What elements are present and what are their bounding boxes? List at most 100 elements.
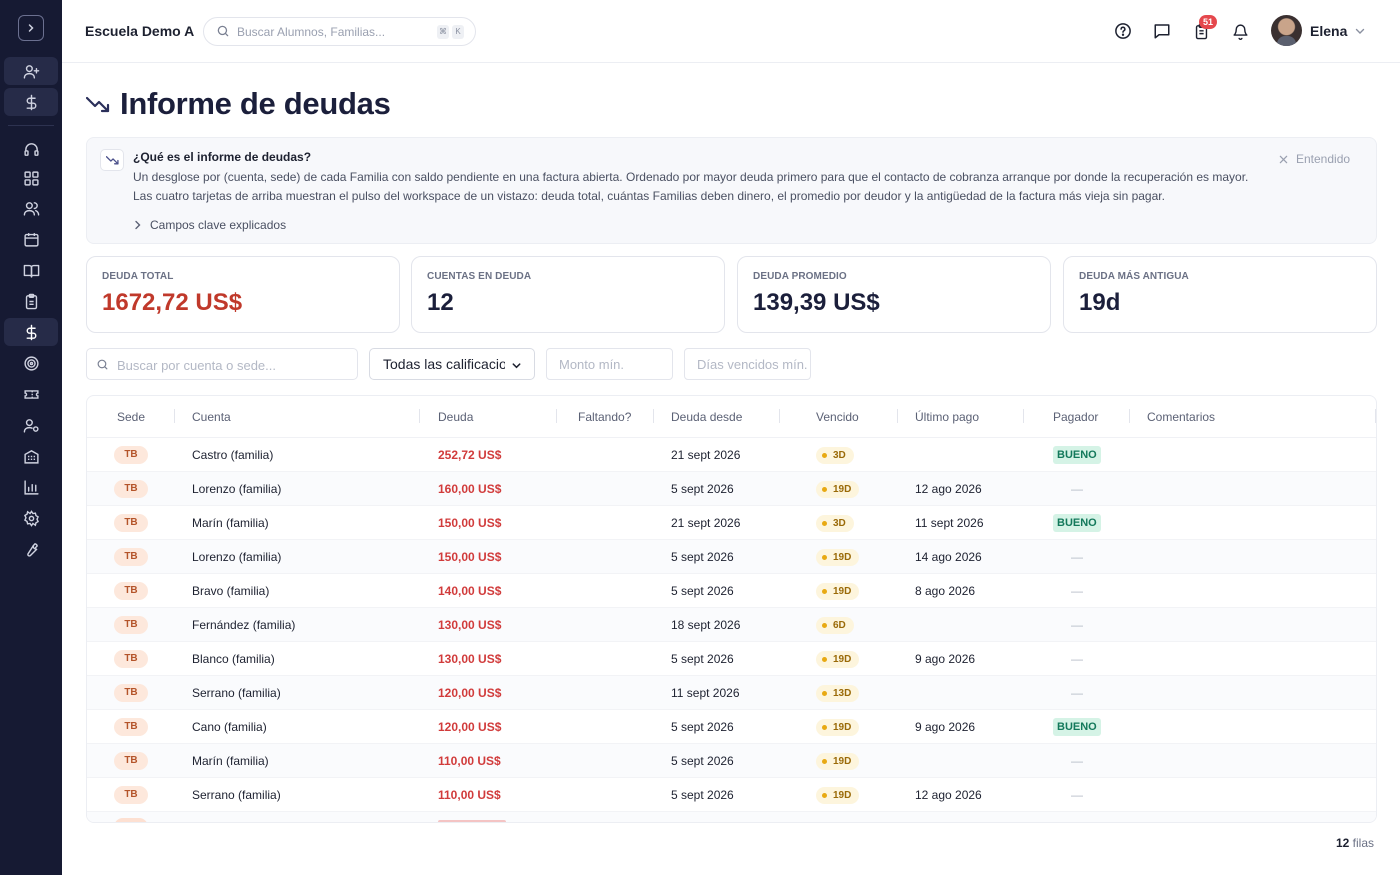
table-row[interactable]: TB Marín (familia) 110,00 US$ 5 sept 2026 19…	[87, 744, 1376, 778]
account-name[interactable]: Blanco (familia)	[192, 652, 275, 666]
col-faltando[interactable]: Faltando?	[578, 410, 632, 424]
table-row[interactable]: TB Marín (familia) 150,00 US$ 21 sept 2026 3…	[87, 506, 1376, 540]
account-name[interactable]: Cano (familia)	[192, 720, 267, 734]
help-button[interactable]	[1113, 21, 1133, 41]
col-deuda[interactable]: Deuda	[438, 410, 474, 424]
sidebar-item-dashboard[interactable]	[4, 164, 58, 192]
sidebar-item-goals[interactable]	[4, 349, 58, 377]
sidebar	[0, 0, 62, 875]
column-divider[interactable]	[174, 409, 175, 423]
table-row[interactable]: TB Cano (familia) 120,00 US$ 5 sept 2026 19D…	[87, 710, 1376, 744]
col-ultimo-pago[interactable]: Último pago	[915, 410, 980, 424]
sidebar-expand-button[interactable]	[18, 15, 44, 41]
col-comentarios[interactable]: Comentarios	[1147, 410, 1216, 424]
account-name[interactable]: Serrano (familia)	[192, 788, 281, 802]
gear-icon	[23, 509, 39, 527]
table-row[interactable]: TB Castro (familia) 252,72 US$ 21 sept 2026…	[87, 438, 1376, 472]
table-row[interactable]: TB Bravo (familia) 140,00 US$ 5 sept 2026 19…	[87, 574, 1376, 608]
status-dot	[822, 453, 827, 458]
table-row[interactable]: TB Lorenzo (familia) 160,00 US$ 5 sept 2026…	[87, 472, 1376, 506]
sidebar-item-courses[interactable]	[4, 256, 58, 284]
table-row[interactable]: TB Serrano (familia) 120,00 US$ 11 sept 202…	[87, 676, 1376, 710]
table-row[interactable]: TB Lorenzo (familia) 150,00 US$ 5 sept 2026…	[87, 540, 1376, 574]
kpi-value: 1672,72 US$	[102, 289, 243, 316]
sidebar-item-reports[interactable]	[4, 473, 58, 501]
bar-chart-icon	[23, 479, 39, 495]
sidebar-item-user-settings[interactable]	[4, 411, 58, 439]
sidebar-item-tickets[interactable]	[4, 380, 58, 408]
chevron-right-icon	[28, 24, 34, 32]
column-divider[interactable]	[897, 409, 898, 423]
sidebar-item-support[interactable]	[4, 135, 58, 163]
debt-amount: 130,00 US$	[438, 618, 502, 632]
status-dot	[822, 657, 827, 662]
school-name[interactable]: Escuela Demo A	[85, 23, 195, 39]
overdue-days: 19D	[833, 586, 852, 597]
account-search-input[interactable]	[117, 356, 347, 374]
global-search-input[interactable]	[237, 23, 397, 41]
table-row[interactable]: TB Blanco (familia) 130,00 US$ 5 sept 2026 1…	[87, 642, 1376, 676]
column-divider[interactable]	[556, 409, 557, 423]
column-divider[interactable]	[779, 409, 780, 423]
overdue-days: 19D	[833, 790, 852, 801]
table-header: Sede Cuenta Deuda Faltando? Deuda desde …	[87, 396, 1376, 438]
status-dot	[822, 793, 827, 798]
last-payment-date: 8 ago 2026	[915, 584, 976, 598]
sede-badge: TB	[114, 684, 148, 702]
sidebar-item-tools[interactable]	[4, 535, 58, 563]
top-bar: Escuela Demo A ⌘ K 51 Elena	[62, 0, 1400, 63]
status-dot	[822, 759, 827, 764]
table-row[interactable]: TB Fernández (familia) 130,00 US$ 18 sept 2…	[87, 608, 1376, 642]
sidebar-item-buildings[interactable]	[4, 442, 58, 470]
sidebar-item-finances[interactable]	[4, 318, 58, 346]
debt-since-date: 11 sept 2026	[671, 686, 740, 700]
payer-rating-empty: —	[1071, 686, 1083, 700]
last-payment-date: 14 ago 2026	[915, 550, 982, 564]
rating-select[interactable]: Todas las calificaciones	[369, 348, 535, 380]
account-name[interactable]: Bravo (familia)	[192, 584, 270, 598]
user-avatar[interactable]	[1271, 15, 1302, 46]
column-divider[interactable]	[1023, 409, 1024, 423]
column-divider[interactable]	[1375, 409, 1376, 423]
grid-icon	[23, 170, 39, 186]
messages-button[interactable]	[1152, 21, 1172, 41]
global-search[interactable]: ⌘ K	[203, 17, 476, 46]
col-sede[interactable]: Sede	[117, 410, 146, 424]
account-name[interactable]: Marín (familia)	[192, 516, 269, 530]
column-divider[interactable]	[419, 409, 420, 423]
user-name[interactable]: Elena	[1310, 23, 1348, 39]
min-days-overdue-input[interactable]	[684, 348, 811, 380]
account-name[interactable]: Lorenzo (familia)	[192, 550, 282, 564]
sidebar-item-payments[interactable]	[4, 88, 58, 116]
column-divider[interactable]	[653, 409, 654, 423]
sidebar-item-people[interactable]	[4, 194, 58, 222]
dismiss-button[interactable]: Entendido	[1279, 152, 1350, 166]
sidebar-item-calendar[interactable]	[4, 225, 58, 253]
banner-title: ¿Qué es el informe de deudas?	[133, 150, 312, 164]
status-dot	[822, 623, 827, 628]
message-square-icon	[1154, 24, 1170, 39]
account-name[interactable]: Fernández (familia)	[192, 618, 296, 632]
sidebar-item-tasks[interactable]	[4, 287, 58, 315]
sidebar-item-settings[interactable]	[4, 504, 58, 532]
overdue-badge: 19D	[816, 719, 860, 736]
account-name[interactable]: Castro (familia)	[192, 448, 274, 462]
chevron-down-icon[interactable]	[1354, 25, 1366, 37]
min-amount-input[interactable]	[546, 348, 673, 380]
key-fields-toggle[interactable]: Campos clave explicados	[134, 218, 286, 232]
account-name[interactable]: Marín (familia)	[192, 754, 269, 768]
notifications-button[interactable]	[1230, 21, 1250, 41]
debt-amount: 120,00 US$	[438, 720, 502, 734]
column-divider[interactable]	[1129, 409, 1130, 423]
account-name[interactable]: Serrano (familia)	[192, 686, 281, 700]
col-pagador[interactable]: Pagador	[1053, 410, 1099, 424]
info-banner: ¿Qué es el informe de deudas? Un desglos…	[86, 137, 1377, 244]
col-vencido[interactable]: Vencido	[816, 410, 859, 424]
users-icon	[23, 201, 39, 216]
col-cuenta[interactable]: Cuenta	[192, 410, 231, 424]
account-search[interactable]	[86, 348, 358, 380]
sidebar-item-add-user[interactable]	[4, 57, 58, 85]
col-deuda-desde[interactable]: Deuda desde	[671, 410, 743, 424]
table-row[interactable]: TB Serrano (familia) 110,00 US$ 5 sept 2026…	[87, 778, 1376, 812]
account-name[interactable]: Lorenzo (familia)	[192, 482, 282, 496]
